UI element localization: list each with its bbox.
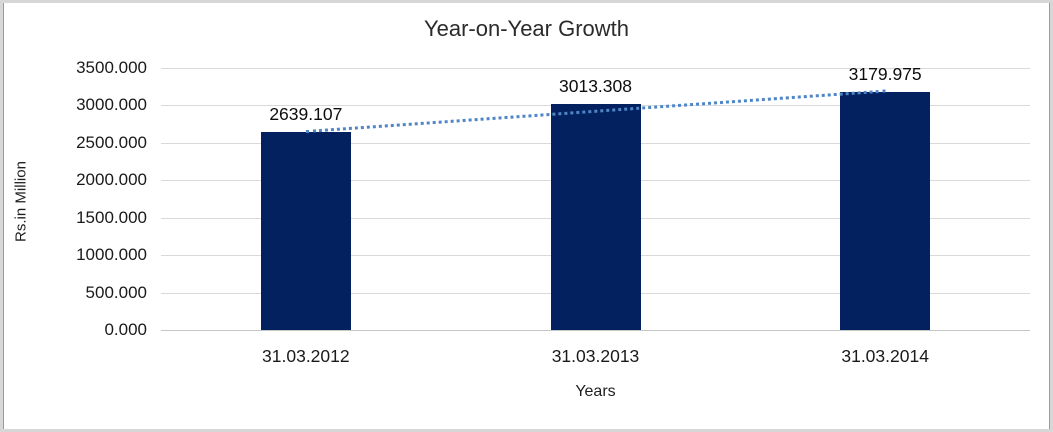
y-tick-label: 2500.000 [76,132,147,152]
bar-value-label: 3179.975 [848,63,922,84]
bar-value-label: 3013.308 [559,76,632,97]
x-tick-label: 31.03.2014 [841,346,929,366]
bar-value-label: 2639.107 [269,104,343,125]
gridline [161,330,1030,331]
x-tick-label: 31.03.2013 [551,346,640,366]
y-tick-label: 3000.000 [76,95,147,115]
y-tick-label: 500.000 [85,282,147,302]
chart-title: Year-on-Year Growth [423,16,630,41]
plot-area: 0.000 500.000 1000.000 1500.000 2000.000 2500… [3,3,1050,429]
x-tick-label: 31.03.2012 [262,346,350,366]
x-axis-title: Years [575,383,616,400]
bar-31.03.2013 [550,104,641,330]
gridline [161,68,1030,69]
bar-31.03.2012 [260,132,351,330]
y-tick-label: 1500.000 [76,207,147,227]
y-tick-label: 2000.000 [76,170,147,190]
y-tick-label: 3500.000 [76,58,147,77]
y-tick-label: 0.000 [104,320,147,339]
bar-31.03.2014 [840,91,931,330]
y-tick-label: 1000.000 [76,245,147,265]
